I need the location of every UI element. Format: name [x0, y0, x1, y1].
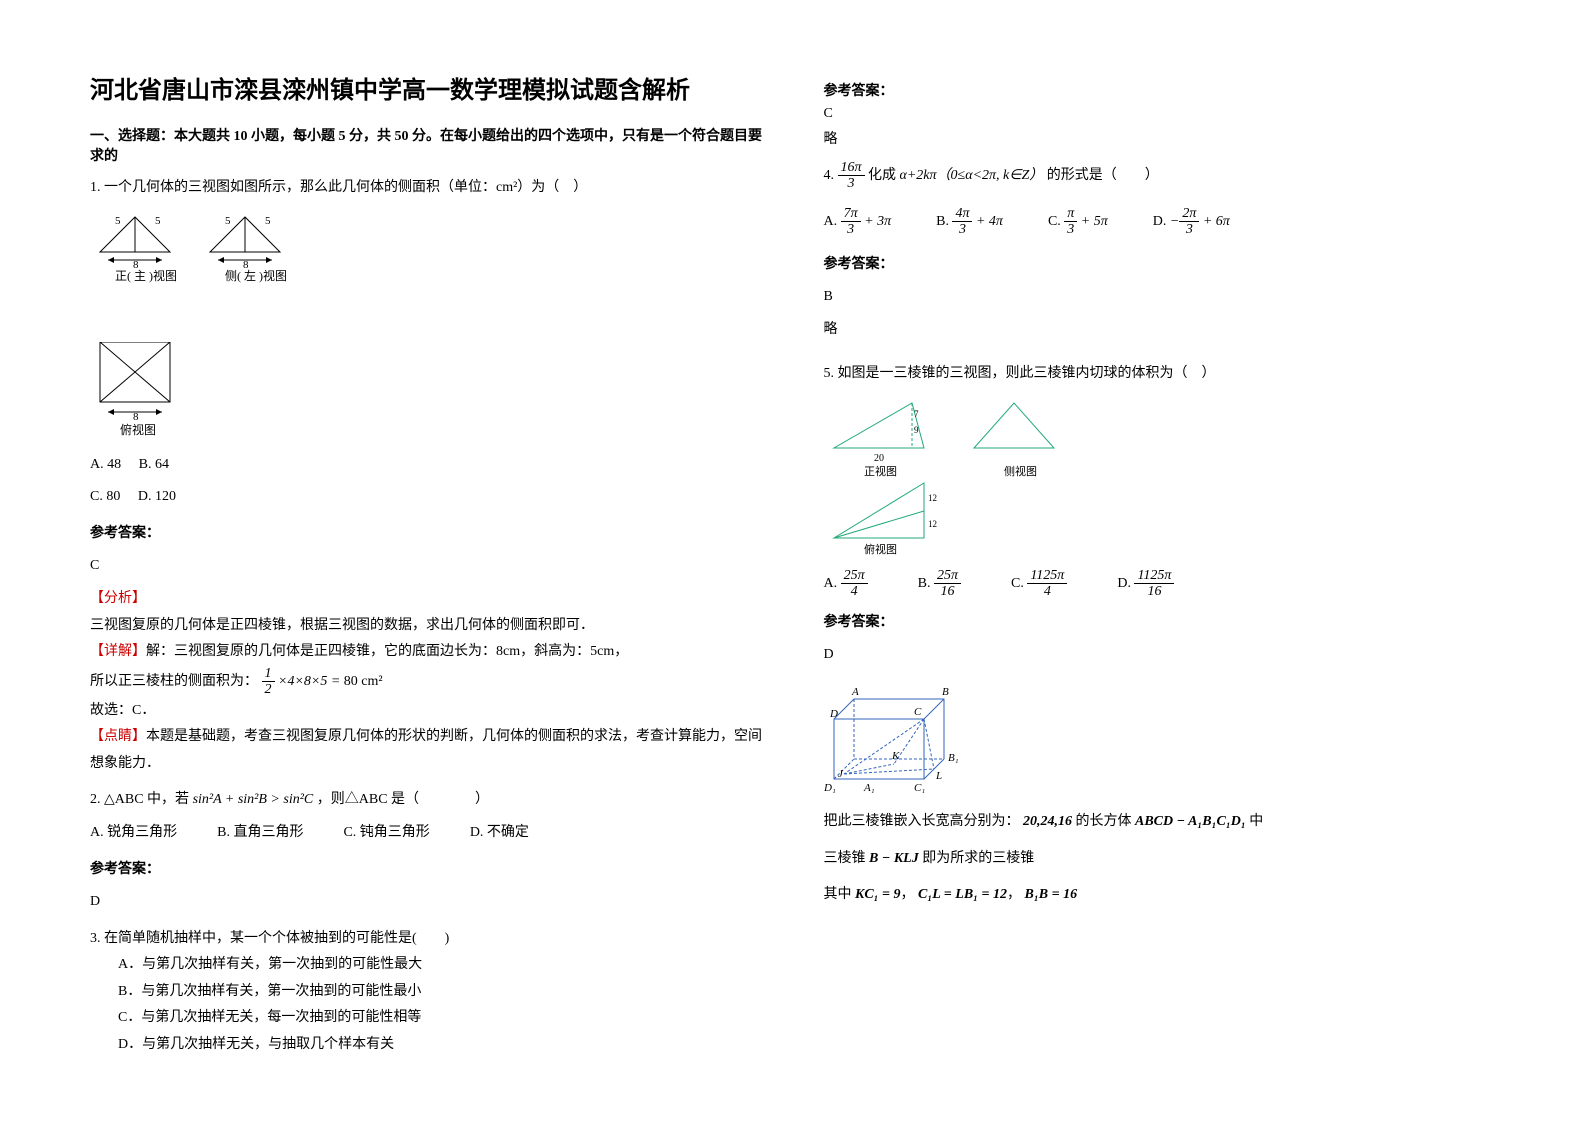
- q3-optA: A．与第几次抽样有关，第一次抽到的可能性最大: [90, 952, 764, 979]
- q3-optC: C．与第几次抽样无关，每一次抽到的可能性相等: [90, 1005, 764, 1032]
- svg-text:C: C: [914, 706, 922, 718]
- q4-stem-frac: 16π3: [838, 160, 865, 192]
- q5-optD: D. 1125π16: [1117, 568, 1174, 600]
- svg-text:B₁: B₁: [948, 752, 959, 764]
- q2-optC: C. 钝角三角形: [343, 820, 429, 847]
- page-title: 河北省唐山市滦县滦州镇中学高一数学理模拟试题含解析: [90, 70, 764, 105]
- q1-note: 【点睛】本题是基础题，考查三视图复原几何体的形状的判断，几何体的侧面积的求法，考…: [90, 724, 764, 777]
- q1-answer: C: [90, 553, 764, 580]
- q2-optA: A. 锐角三角形: [90, 820, 177, 847]
- svg-text:俯视图: 俯视图: [864, 542, 897, 556]
- svg-text:A₁: A₁: [863, 782, 875, 794]
- q1-optB: B. 64: [139, 457, 169, 472]
- svg-text:侧( 左 )视图: 侧( 左 )视图: [225, 268, 287, 283]
- q5-figure: 7 9 20 正视图 侧视图 12 12: [824, 398, 1498, 558]
- svg-text:D₁: D₁: [824, 782, 836, 794]
- q4-optC: C. π3 + 5π: [1048, 206, 1108, 238]
- right-column: 参考答案： C 略 4. 16π3 化成 α+2kπ（0≤α<2π, k∈Z） …: [824, 70, 1498, 1069]
- q5-three-views: 7 9 20 正视图 侧视图 12 12: [824, 398, 1104, 558]
- svg-text:5: 5: [115, 215, 121, 227]
- q3-brief: 略: [824, 128, 1498, 148]
- svg-text:20: 20: [874, 453, 884, 464]
- q4: 4. 16π3 化成 α+2kπ（0≤α<2π, k∈Z） 的形式是（ ） A.…: [824, 160, 1498, 343]
- q3-optB: B．与第几次抽样有关，第一次抽到的可能性最小: [90, 979, 764, 1006]
- q5-expl3: 其中 KC₁ = 9， C₁L = LB₁ = 12， B₁B = 16: [824, 882, 1498, 909]
- q4-optB: B. 4π3 + 4π: [936, 206, 1003, 238]
- q2-stem: 2. △ABC 中，若 sin²A + sin²B > sin²C ，则△ABC…: [90, 787, 764, 814]
- q5-expl2: 三棱锥 B − KLJ 即为所求的三棱锥: [824, 846, 1498, 873]
- svg-text:12: 12: [928, 493, 937, 503]
- svg-text:正视图: 正视图: [864, 464, 897, 478]
- q1-analysis-label: 【分析】: [90, 586, 764, 613]
- svg-text:12: 12: [928, 519, 937, 529]
- q1-optD: D. 120: [138, 489, 176, 504]
- q4-brief: 略: [824, 317, 1498, 344]
- q2-answer: D: [90, 889, 764, 916]
- q1-three-views: 5 5 8 正( 主 )视图 5 5 8: [90, 212, 350, 342]
- q2-options: A. 锐角三角形 B. 直角三角形 C. 钝角三角形 D. 不确定: [90, 820, 764, 847]
- q1-options-1: A. 48 B. 64: [90, 452, 764, 479]
- q1-answer-key: 参考答案：: [90, 521, 764, 548]
- q5-stem: 5. 如图是一三棱锥的三视图，则此三棱锥内切球的体积为（ ）: [824, 361, 1498, 388]
- svg-text:7: 7: [914, 409, 919, 419]
- q3-stem: 3. 在简单随机抽样中，某一个个体被抽到的可能性是( ): [90, 926, 764, 953]
- q4-optD: D. −2π3 + 6π: [1153, 206, 1230, 238]
- q1-figure: 5 5 8 正( 主 )视图 5 5 8: [90, 212, 764, 442]
- q4-optA: A. 7π3 + 3π: [824, 206, 892, 238]
- q5-cuboid: A B D C J K B₁ D₁ A₁ C₁ L: [824, 679, 1498, 799]
- svg-text:5: 5: [225, 215, 231, 227]
- svg-text:K: K: [891, 750, 900, 762]
- q1-top-view: 8 俯视图: [90, 342, 210, 442]
- q5-optB: B. 25π16: [918, 568, 961, 600]
- q3: 3. 在简单随机抽样中，某一个个体被抽到的可能性是( ) A．与第几次抽样有关，…: [90, 926, 764, 1059]
- svg-text:9: 9: [914, 425, 919, 435]
- q1-stem: 1. 一个几何体的三视图如图所示，那么此几何体的侧面积（单位：cm²）为（ ）: [90, 175, 764, 202]
- q1-conclude: 故选：C．: [90, 698, 764, 725]
- q5-optA: A. 25π4: [824, 568, 868, 600]
- section-heading: 一、选择题：本大题共 10 小题，每小题 5 分，共 50 分。在每小题给出的四…: [90, 125, 764, 165]
- q1-calc: 所以正三棱柱的侧面积为： 12 ×4×8×5 = 80 cm²: [90, 666, 764, 698]
- q5: 5. 如图是一三棱锥的三视图，则此三棱锥内切球的体积为（ ） 7 9 20 正视…: [824, 361, 1498, 908]
- q1-analysis: 三视图复原的几何体是正四棱锥，根据三视图的数据，求出几何体的侧面积即可．: [90, 613, 764, 640]
- q5-options: A. 25π4 B. 25π16 C. 1125π4 D. 1125π16: [824, 568, 1498, 600]
- page-root: 河北省唐山市滦县滦州镇中学高一数学理模拟试题含解析 一、选择题：本大题共 10 …: [90, 70, 1497, 1069]
- svg-text:5: 5: [265, 215, 271, 227]
- q1-options-2: C. 80 D. 120: [90, 484, 764, 511]
- q4-options: A. 7π3 + 3π B. 4π3 + 4π C. π3 + 5π D. −2…: [824, 206, 1498, 238]
- q1-frac: 12: [262, 666, 275, 698]
- q1-detail: 【详解】解：三视图复原的几何体是正四棱锥，它的底面边长为：8cm，斜高为：5cm…: [90, 639, 764, 666]
- q5-expl1: 把此三棱锥嵌入长宽高分别为： 20,24,16 的长方体 ABCD − A₁B₁…: [824, 809, 1498, 836]
- svg-text:L: L: [935, 770, 942, 782]
- svg-text:B: B: [942, 686, 949, 698]
- left-column: 河北省唐山市滦县滦州镇中学高一数学理模拟试题含解析 一、选择题：本大题共 10 …: [90, 70, 764, 1069]
- svg-text:俯视图: 俯视图: [120, 422, 156, 437]
- q5-optC: C. 1125π4: [1011, 568, 1067, 600]
- q1-optA: A. 48: [90, 457, 121, 472]
- q3-answer: C: [824, 106, 1498, 122]
- q4-answer-key: 参考答案：: [824, 252, 1498, 279]
- q2-optD: D. 不确定: [470, 820, 529, 847]
- q2-optB: B. 直角三角形: [217, 820, 303, 847]
- q5-cuboid-svg: A B D C J K B₁ D₁ A₁ C₁ L: [824, 679, 984, 799]
- svg-text:正( 主 )视图: 正( 主 )视图: [115, 268, 177, 283]
- q2: 2. △ABC 中，若 sin²A + sin²B > sin²C ，则△ABC…: [90, 787, 764, 915]
- svg-text:D: D: [829, 708, 838, 720]
- svg-text:A: A: [851, 686, 859, 698]
- q4-stem: 4. 16π3 化成 α+2kπ（0≤α<2π, k∈Z） 的形式是（ ）: [824, 160, 1498, 192]
- svg-text:C₁: C₁: [914, 782, 925, 794]
- q2-answer-key: 参考答案：: [90, 857, 764, 884]
- svg-text:侧视图: 侧视图: [1004, 464, 1037, 478]
- q5-answer-key: 参考答案：: [824, 610, 1498, 637]
- q3-answer-key: 参考答案：: [824, 80, 1498, 100]
- q1-optC: C. 80: [90, 489, 120, 504]
- q1: 1. 一个几何体的三视图如图所示，那么此几何体的侧面积（单位：cm²）为（ ） …: [90, 175, 764, 777]
- q3-optD: D．与第几次抽样无关，与抽取几个样本有关: [90, 1032, 764, 1059]
- svg-text:8: 8: [133, 411, 139, 423]
- svg-text:5: 5: [155, 215, 161, 227]
- q5-answer: D: [824, 642, 1498, 669]
- q4-answer: B: [824, 284, 1498, 311]
